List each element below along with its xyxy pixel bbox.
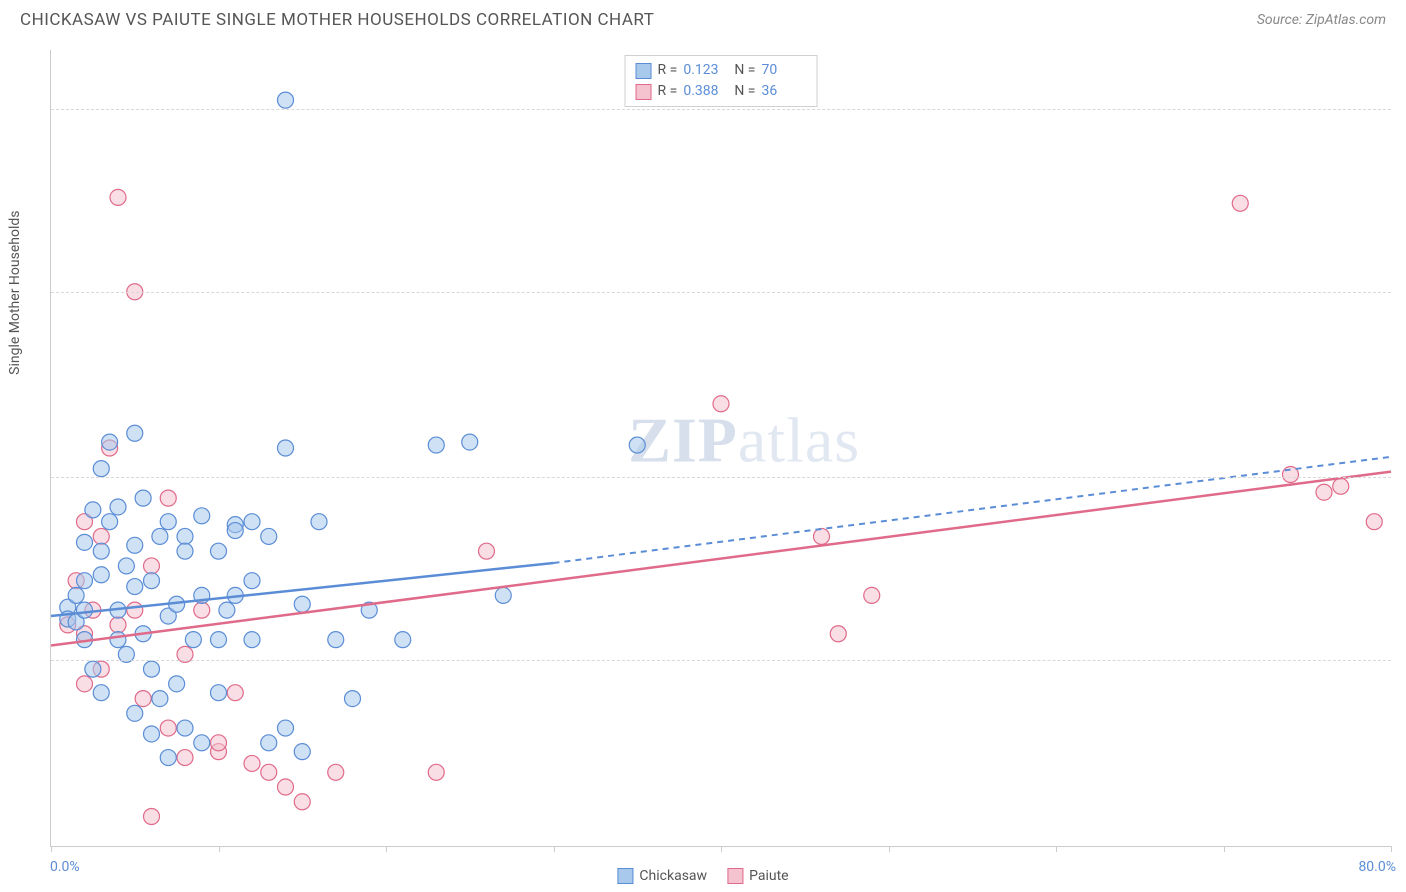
chart-title: CHICKASAW VS PAIUTE SINGLE MOTHER HOUSEH… [20,10,654,30]
chart-svg [51,50,1391,846]
swatch-icon [636,84,652,100]
x-tick [554,846,555,852]
gridline [51,109,1391,110]
legend: Chickasaw Paiute [617,868,788,884]
legend-label: Chickasaw [639,868,707,884]
x-tick [51,846,52,852]
x-tick [219,846,220,852]
legend-label: Paiute [749,868,789,884]
plot-area: ZIPatlas R = 0.123N = 70R = 0.388N = 36 … [50,50,1391,847]
swatch-icon [636,63,652,79]
x-max-label: 80.0% [1358,859,1396,875]
swatch-icon [727,868,743,884]
stats-row: R = 0.123N = 70 [636,60,807,81]
gridline [51,477,1391,478]
x-tick [1391,846,1392,852]
stats-box: R = 0.123N = 70R = 0.388N = 36 [625,55,818,107]
swatch-icon [617,868,633,884]
x-tick [386,846,387,852]
legend-item: Paiute [727,868,789,884]
x-min-label: 0.0% [50,859,80,875]
gridline [51,292,1391,293]
x-tick [1224,846,1225,852]
legend-item: Chickasaw [617,868,707,884]
stats-row: R = 0.388N = 36 [636,81,807,102]
source-label: Source: ZipAtlas.com [1257,12,1386,28]
x-tick [721,846,722,852]
gridline [51,660,1391,661]
y-axis-label: Single Mother Households [7,210,23,374]
chart-area: Single Mother Households ZIPatlas R = 0.… [50,50,1391,847]
x-tick [1056,846,1057,852]
x-tick [889,846,890,852]
